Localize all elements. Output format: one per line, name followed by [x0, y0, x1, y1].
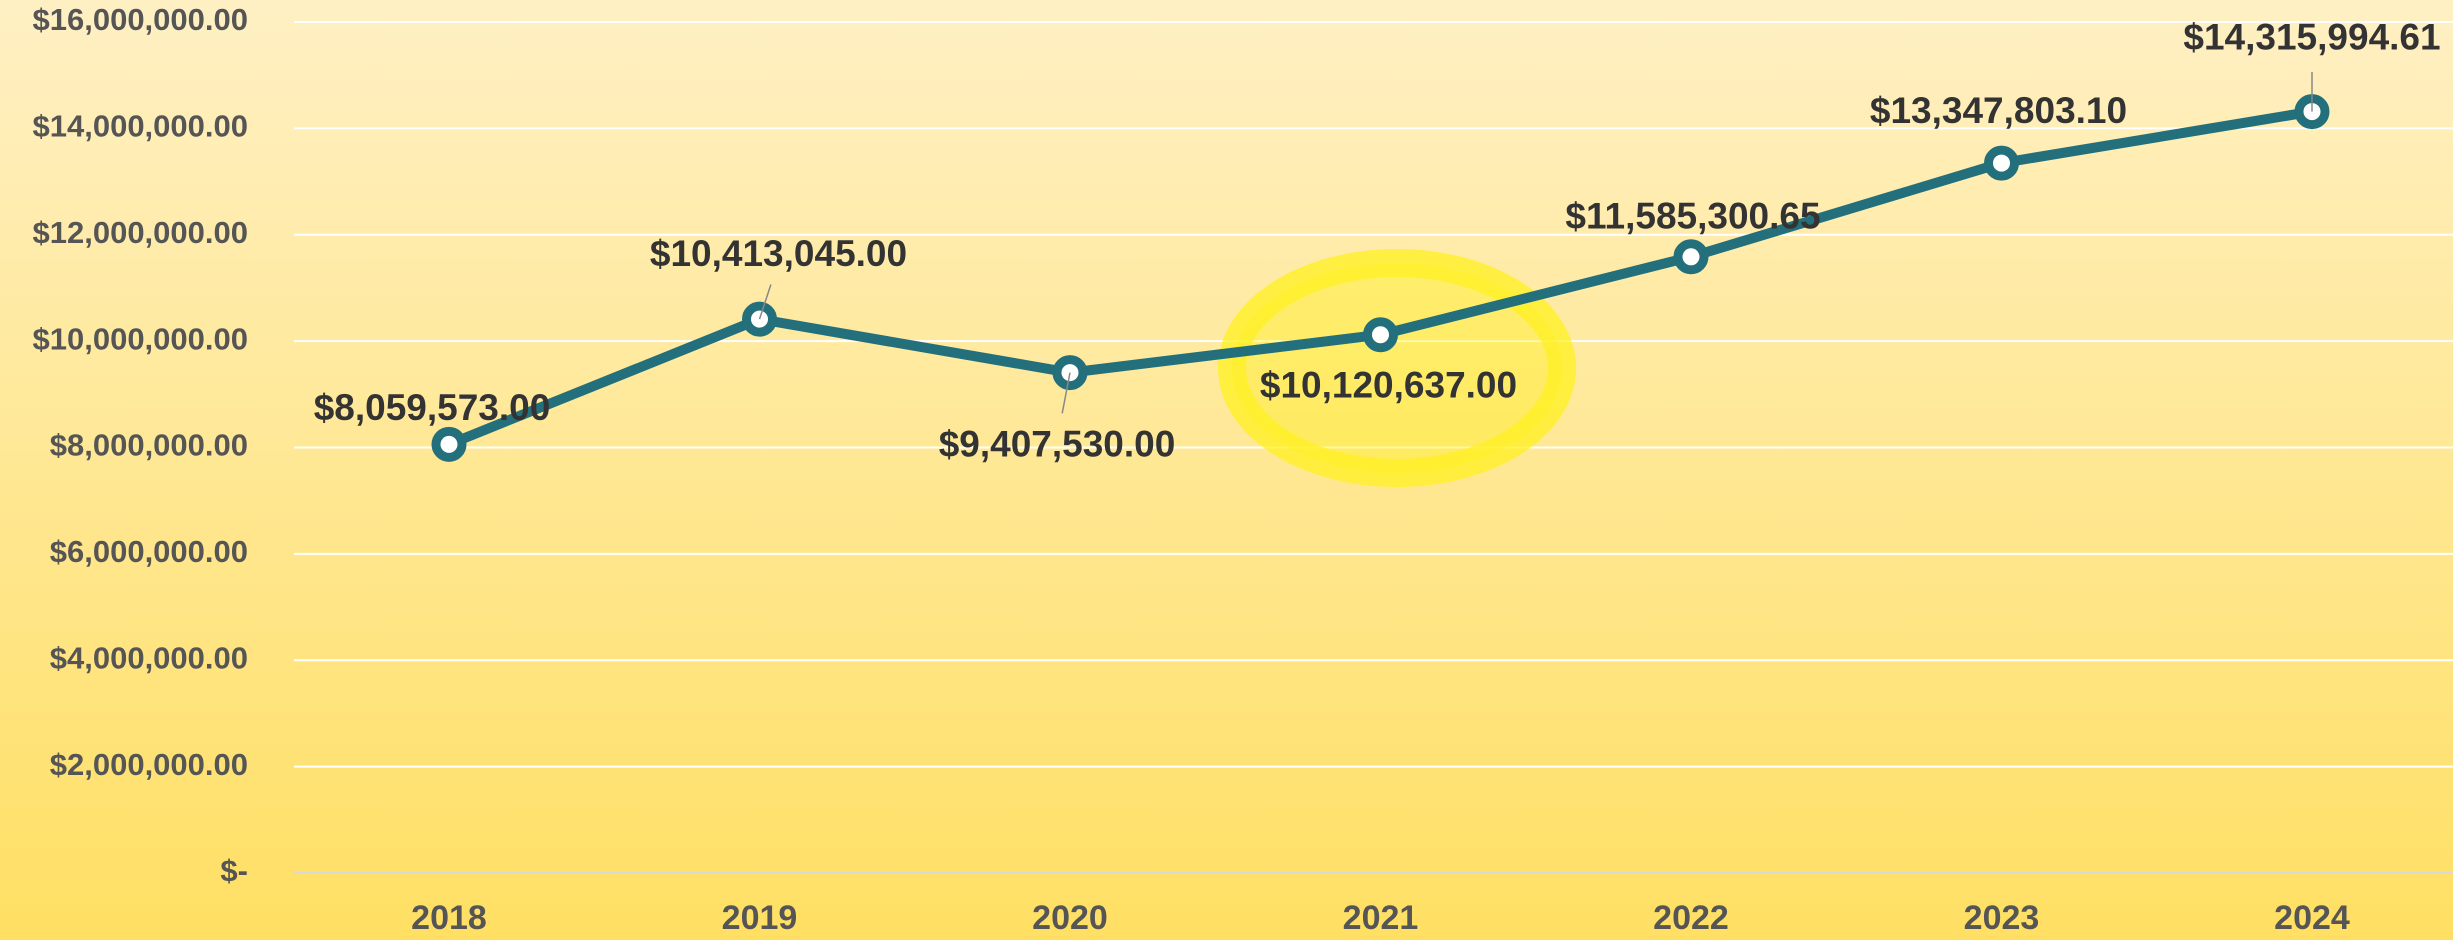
data-label: $8,059,573.00: [314, 387, 551, 428]
leader-line: [758, 284, 772, 320]
data-label: $14,315,994.61: [2183, 16, 2440, 57]
marker: [1363, 317, 1398, 353]
data-label: $11,585,300.65: [1565, 196, 1820, 237]
highlight-circle: [1218, 249, 1576, 487]
x-tick-label: 2023: [1964, 899, 2040, 937]
x-tick-label: 2022: [1653, 899, 1729, 937]
x-tick-label: 2019: [722, 899, 798, 937]
y-tick-label: $2,000,000.00: [50, 747, 248, 782]
marker: [1673, 239, 1709, 275]
marker: [1984, 145, 2019, 181]
data-label: $10,413,045.00: [650, 233, 907, 274]
y-tick-label: $12,000,000.00: [33, 215, 249, 250]
marker: [431, 426, 467, 462]
y-tick-label: $14,000,000.00: [33, 109, 249, 144]
x-tick-label: 2020: [1032, 899, 1108, 937]
data-label: $9,407,530.00: [939, 423, 1176, 464]
y-tick-label: $6,000,000.00: [50, 534, 248, 569]
y-tick-label: $-: [220, 853, 248, 888]
y-tick-label: $16,000,000.00: [33, 2, 249, 37]
y-tick-label: $10,000,000.00: [33, 321, 249, 356]
x-tick-label: 2021: [1343, 899, 1419, 937]
y-tick-label: $4,000,000.00: [50, 640, 248, 675]
leader-line: [1061, 372, 1071, 414]
data-label: $13,347,803.10: [1870, 90, 2127, 131]
x-tick-label: 2018: [411, 899, 487, 937]
data-label: $10,120,637.00: [1260, 364, 1517, 405]
x-tick-label: 2024: [2274, 899, 2350, 937]
y-tick-label: $8,000,000.00: [50, 428, 248, 463]
